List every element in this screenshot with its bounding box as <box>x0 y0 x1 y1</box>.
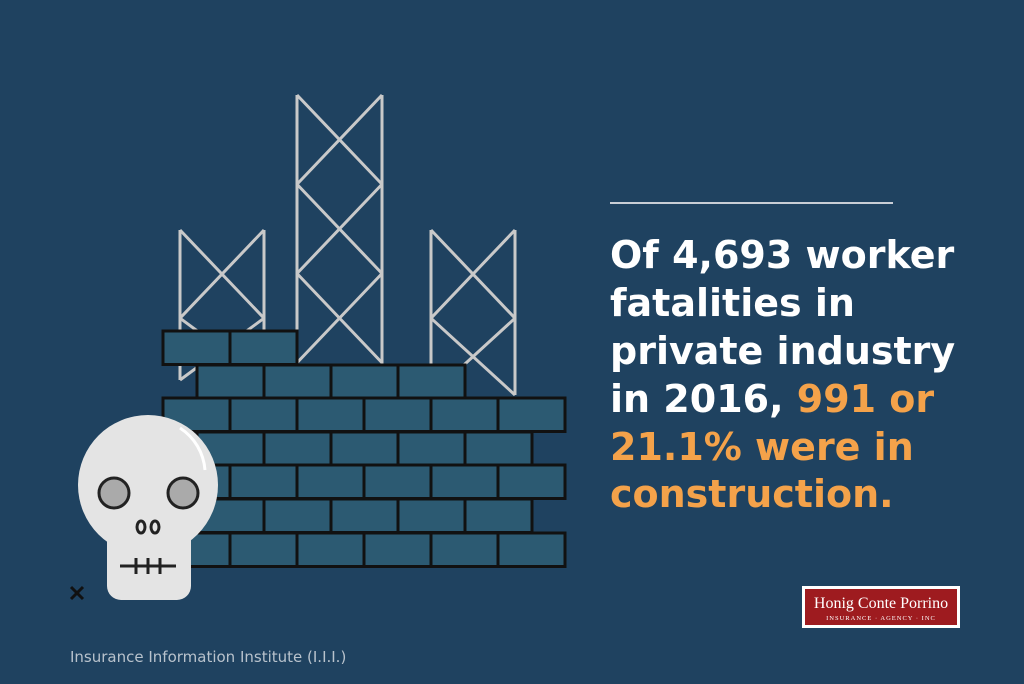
brick <box>362 531 433 568</box>
brick <box>463 497 534 534</box>
scaffold-tower <box>178 228 266 382</box>
brick <box>496 463 567 500</box>
logo-tagline: INSURANCE · AGENCY · INC <box>826 615 936 622</box>
brick <box>496 531 567 568</box>
scaffold-tower <box>429 228 517 397</box>
logo-name: Honig Conte Porrino <box>814 595 948 612</box>
brick <box>228 463 299 500</box>
brick <box>161 329 232 366</box>
headline-line: fatalities in <box>610 281 855 325</box>
brick <box>262 430 333 467</box>
brick <box>195 363 266 400</box>
brick <box>295 396 366 433</box>
scaffolding <box>178 93 517 397</box>
brick <box>429 396 500 433</box>
brick <box>362 396 433 433</box>
skull <box>69 415 218 601</box>
headline-highlight: construction. <box>610 472 894 516</box>
brick <box>329 497 400 534</box>
headline-line: in 2016, 991 or <box>610 377 934 421</box>
brick <box>362 463 433 500</box>
logo: Honig Conte Porrino INSURANCE · AGENCY ·… <box>802 586 960 628</box>
brick <box>396 363 467 400</box>
brick <box>295 531 366 568</box>
brick <box>228 531 299 568</box>
brick <box>329 363 400 400</box>
headline-highlight: 991 or <box>797 377 935 421</box>
brick <box>262 363 333 400</box>
headline: Of 4,693 worker fatalities in private in… <box>610 233 955 516</box>
headline-line: private industry <box>610 329 955 373</box>
brick-wall <box>161 329 567 568</box>
brick <box>429 463 500 500</box>
headline-line: Of 4,693 worker <box>610 233 954 277</box>
brick <box>429 531 500 568</box>
headline-highlight: 21.1% were in <box>610 425 914 469</box>
brick <box>295 463 366 500</box>
brick <box>496 396 567 433</box>
brick <box>228 396 299 433</box>
headline-part: in 2016, <box>610 377 784 421</box>
brick <box>262 497 333 534</box>
brick <box>396 497 467 534</box>
brick <box>228 329 299 366</box>
brick <box>396 430 467 467</box>
source: Insurance Information Institute (I.I.I.) <box>70 648 346 666</box>
scaffold-tower <box>295 93 384 365</box>
brick <box>463 430 534 467</box>
brick <box>329 430 400 467</box>
